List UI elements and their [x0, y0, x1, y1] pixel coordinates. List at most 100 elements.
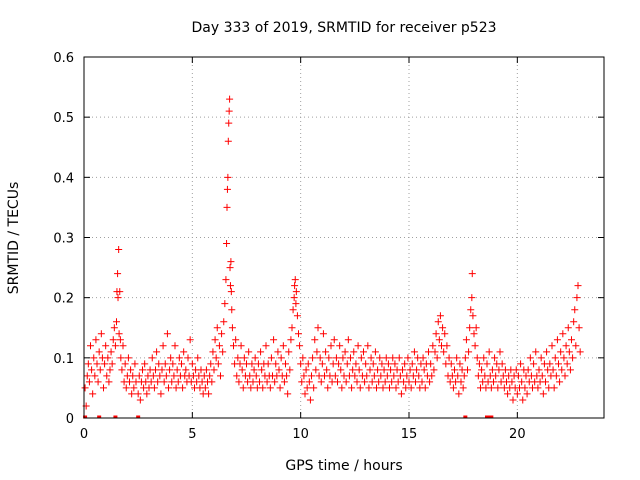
data-point: [116, 288, 124, 296]
data-point: [209, 348, 217, 356]
data-point: [256, 378, 263, 386]
data-point: [451, 366, 458, 374]
data-point: [161, 360, 169, 368]
data-point: [371, 348, 379, 356]
data-point: [285, 348, 293, 356]
data-point: [470, 330, 478, 338]
data-point: [356, 384, 364, 392]
data-point: [473, 354, 481, 362]
data-point: [548, 342, 556, 350]
data-point: [139, 366, 146, 374]
data-point: [457, 378, 465, 386]
data-point: [378, 360, 386, 368]
data-point: [227, 258, 235, 266]
data-point: [542, 378, 549, 386]
data-point: [335, 360, 343, 368]
data-point: [379, 384, 387, 392]
data-point: [364, 342, 372, 350]
data-point: [465, 348, 473, 356]
data-point: [325, 354, 333, 362]
data-point: [301, 390, 309, 398]
data-point: [116, 336, 124, 344]
y-tick-label: 0.4: [53, 171, 74, 186]
data-point: [93, 360, 101, 368]
data-point: [224, 173, 232, 181]
data-point: [127, 366, 135, 374]
data-point: [504, 390, 512, 398]
y-tick-label: 0.1: [53, 352, 74, 367]
data-point: [336, 342, 344, 350]
data-point: [517, 360, 525, 368]
data-point: [561, 372, 569, 380]
data-point: [539, 390, 547, 398]
data-point: [369, 360, 377, 368]
data-point: [114, 270, 122, 278]
data-point: [384, 360, 392, 368]
data-point: [262, 342, 270, 350]
data-point: [156, 372, 164, 380]
data-point: [103, 372, 111, 380]
data-point: [148, 354, 156, 362]
data-point: [355, 366, 363, 374]
data-point: [380, 366, 388, 374]
data-point: [408, 360, 416, 368]
data-point: [206, 372, 214, 380]
data-point: [490, 378, 497, 386]
data-point: [462, 336, 470, 344]
data-point: [576, 348, 584, 356]
data-point: [249, 378, 257, 386]
data-point: [182, 366, 190, 374]
data-point: [128, 390, 136, 398]
data-point: [308, 372, 315, 380]
data-point: [546, 360, 554, 368]
data-point: [174, 378, 182, 386]
data-point: [143, 390, 151, 398]
data-point: [388, 378, 396, 386]
data-point: [421, 384, 429, 392]
data-point: [557, 348, 565, 356]
y-tick-label: 0.5: [53, 111, 74, 126]
data-point: [110, 324, 118, 332]
data-point: [459, 384, 467, 392]
data-point: [83, 372, 91, 380]
data-point: [124, 354, 132, 362]
data-point: [403, 372, 411, 380]
data-point: [235, 378, 243, 386]
data-point: [259, 384, 267, 392]
data-point: [223, 203, 231, 211]
data-point: [425, 348, 432, 356]
data-point: [532, 348, 540, 356]
data-point: [483, 360, 491, 368]
data-point: [210, 366, 218, 374]
data-point: [310, 384, 318, 392]
data-point: [163, 330, 171, 338]
data-point: [218, 330, 226, 338]
data-point: [449, 384, 457, 392]
data-point: [212, 354, 220, 362]
data-points: [81, 95, 584, 419]
data-point: [131, 360, 139, 368]
data-point: [97, 330, 105, 338]
data-point: [524, 366, 532, 374]
data-point: [217, 372, 224, 380]
data-point: [375, 378, 383, 386]
data-point: [293, 312, 301, 320]
data-point: [426, 378, 434, 386]
data-point: [91, 372, 99, 380]
data-point: [464, 366, 471, 374]
data-point: [155, 360, 163, 368]
x-tick-label: 5: [188, 427, 196, 442]
data-point: [246, 372, 254, 380]
data-point: [526, 354, 534, 362]
data-point: [276, 384, 284, 392]
data-point: [194, 354, 202, 362]
data-point: [114, 294, 122, 302]
data-point: [429, 342, 437, 350]
data-point: [173, 366, 181, 374]
data-point: [530, 360, 538, 368]
data-point: [118, 366, 126, 374]
data-point: [495, 366, 503, 374]
data-point: [357, 354, 365, 362]
data-point: [366, 366, 374, 374]
data-point: [299, 354, 307, 362]
